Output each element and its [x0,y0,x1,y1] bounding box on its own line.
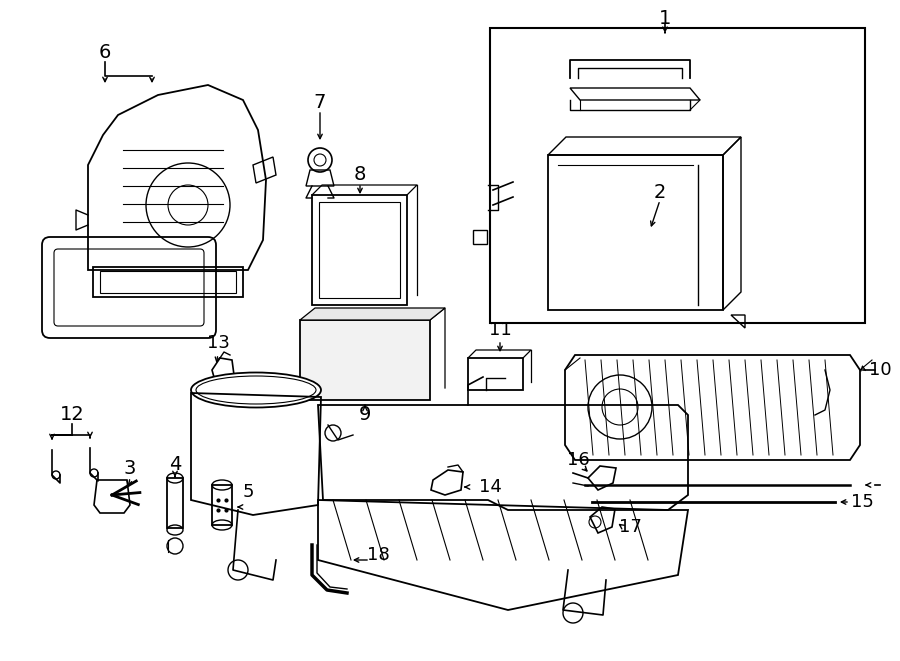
Bar [468,358,523,390]
Text: 11: 11 [489,321,511,339]
Bar [548,155,723,310]
Bar [167,478,183,528]
Bar [300,320,430,400]
Bar [319,202,400,298]
Text: 3: 3 [124,459,136,477]
Polygon shape [300,308,445,320]
Text: 9: 9 [359,405,371,424]
Text: 2: 2 [653,182,666,202]
Text: 10: 10 [868,361,891,379]
Ellipse shape [191,373,321,407]
Bar [312,195,407,305]
Text: 5: 5 [242,483,254,501]
Text: 13: 13 [207,334,230,352]
Text: 17: 17 [618,518,642,536]
Bar [93,267,243,297]
Text: 15: 15 [850,493,873,511]
Text: 1: 1 [659,9,671,28]
Bar [490,28,865,323]
Bar [100,271,236,293]
Text: 16: 16 [567,451,590,469]
Text: 7: 7 [314,93,326,112]
Bar [212,485,232,525]
Bar [473,230,487,244]
Text: 6: 6 [99,44,112,63]
Text: 4: 4 [169,455,181,475]
Text: 18: 18 [366,546,390,564]
Text: 8: 8 [354,165,366,184]
Text: 12: 12 [59,405,85,424]
Text: 14: 14 [479,478,501,496]
